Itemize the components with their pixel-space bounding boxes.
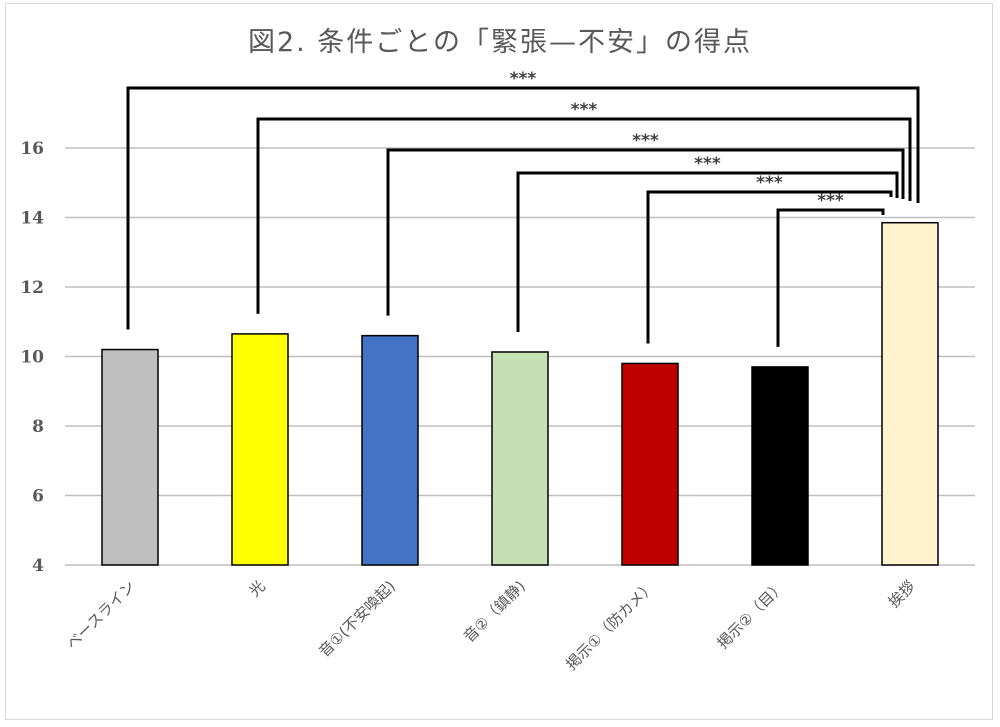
x-category-label: ベースライン xyxy=(63,577,139,653)
bars xyxy=(101,221,939,566)
bar xyxy=(491,351,549,566)
y-tick-label: 10 xyxy=(20,348,44,368)
significance-bracket xyxy=(126,86,920,330)
significance-bracket xyxy=(386,148,905,316)
bar xyxy=(881,221,939,566)
significance-label: *** xyxy=(694,154,721,174)
chart-title: 図2. 条件ごとの「緊張—不安」の得点 xyxy=(247,27,753,58)
x-category-label: 音①(不安喚起) xyxy=(315,577,399,661)
y-axis-ticks: 4 6 8 10 12 14 16 xyxy=(20,139,44,576)
bar xyxy=(621,362,679,566)
y-tick-label: 6 xyxy=(32,487,44,507)
significance-brackets: *** *** *** *** *** *** xyxy=(126,69,920,347)
x-category-label: 光 xyxy=(245,577,268,600)
significance-label: *** xyxy=(756,173,783,193)
y-tick-label: 12 xyxy=(20,278,44,298)
significance-bracket xyxy=(646,190,893,344)
y-tick-label: 4 xyxy=(32,556,44,576)
x-category-label: 掲示①（防カメ） xyxy=(562,577,658,673)
significance-label: *** xyxy=(510,69,537,89)
bar xyxy=(361,334,419,566)
x-axis-labels: ベースライン 光 音①(不安喚起) 音②（鎮静) 掲示①（防カメ） 掲示②（目） 挨拶 xyxy=(63,577,919,673)
y-tick-label: 14 xyxy=(20,209,44,229)
significance-label: *** xyxy=(817,191,844,211)
y-tick-label: 16 xyxy=(20,139,44,159)
bar xyxy=(231,333,289,566)
y-tick-label: 8 xyxy=(32,417,44,437)
x-category-label: 音②（鎮静) xyxy=(460,577,529,646)
significance-bracket xyxy=(256,117,912,314)
significance-bracket xyxy=(516,171,899,332)
bar xyxy=(101,348,159,566)
significance-bracket xyxy=(776,208,885,347)
bar xyxy=(751,366,809,566)
x-category-label: 掲示②（目） xyxy=(714,577,789,652)
x-category-label: 挨拶 xyxy=(885,577,919,611)
significance-label: *** xyxy=(571,100,598,120)
significance-label: *** xyxy=(632,131,659,151)
